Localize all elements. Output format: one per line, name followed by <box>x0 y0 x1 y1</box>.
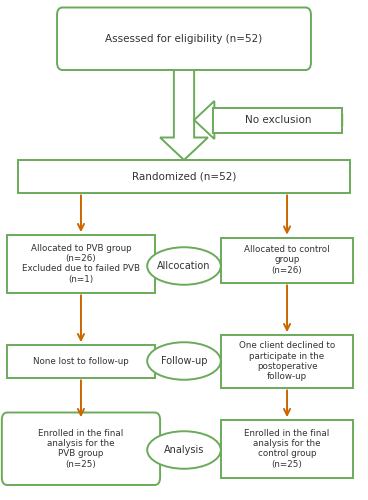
FancyBboxPatch shape <box>221 238 353 282</box>
FancyBboxPatch shape <box>221 420 353 478</box>
FancyBboxPatch shape <box>18 160 350 192</box>
FancyBboxPatch shape <box>7 235 155 292</box>
FancyBboxPatch shape <box>7 345 155 378</box>
Text: Enrolled in the final
analysis for the
PVB group
(n=25): Enrolled in the final analysis for the P… <box>38 428 124 469</box>
Text: One client declined to
participate in the
postoperative
follow-up: One client declined to participate in th… <box>239 341 335 382</box>
Text: Analysis: Analysis <box>164 445 204 455</box>
Text: Follow-up: Follow-up <box>161 356 207 366</box>
Text: None lost to follow-up: None lost to follow-up <box>33 357 129 366</box>
FancyBboxPatch shape <box>2 412 160 485</box>
Text: Allcocation: Allcocation <box>157 261 211 271</box>
Ellipse shape <box>147 431 221 469</box>
Text: Randomized (n=52): Randomized (n=52) <box>132 171 236 181</box>
FancyBboxPatch shape <box>221 335 353 388</box>
Ellipse shape <box>147 247 221 285</box>
Text: Enrolled in the final
analysis for the
control group
(n=25): Enrolled in the final analysis for the c… <box>244 428 330 469</box>
Polygon shape <box>160 62 208 160</box>
Text: Allocated to PVB group
(n=26)
Excluded due to failed PVB
(n=1): Allocated to PVB group (n=26) Excluded d… <box>22 244 140 284</box>
Polygon shape <box>194 101 342 139</box>
Text: Assessed for eligibility (n=52): Assessed for eligibility (n=52) <box>105 34 263 44</box>
Text: Allocated to control
group
(n=26): Allocated to control group (n=26) <box>244 245 330 275</box>
Text: No exclusion: No exclusion <box>245 115 311 125</box>
Ellipse shape <box>147 342 221 380</box>
FancyBboxPatch shape <box>57 8 311 70</box>
FancyBboxPatch shape <box>213 108 342 132</box>
